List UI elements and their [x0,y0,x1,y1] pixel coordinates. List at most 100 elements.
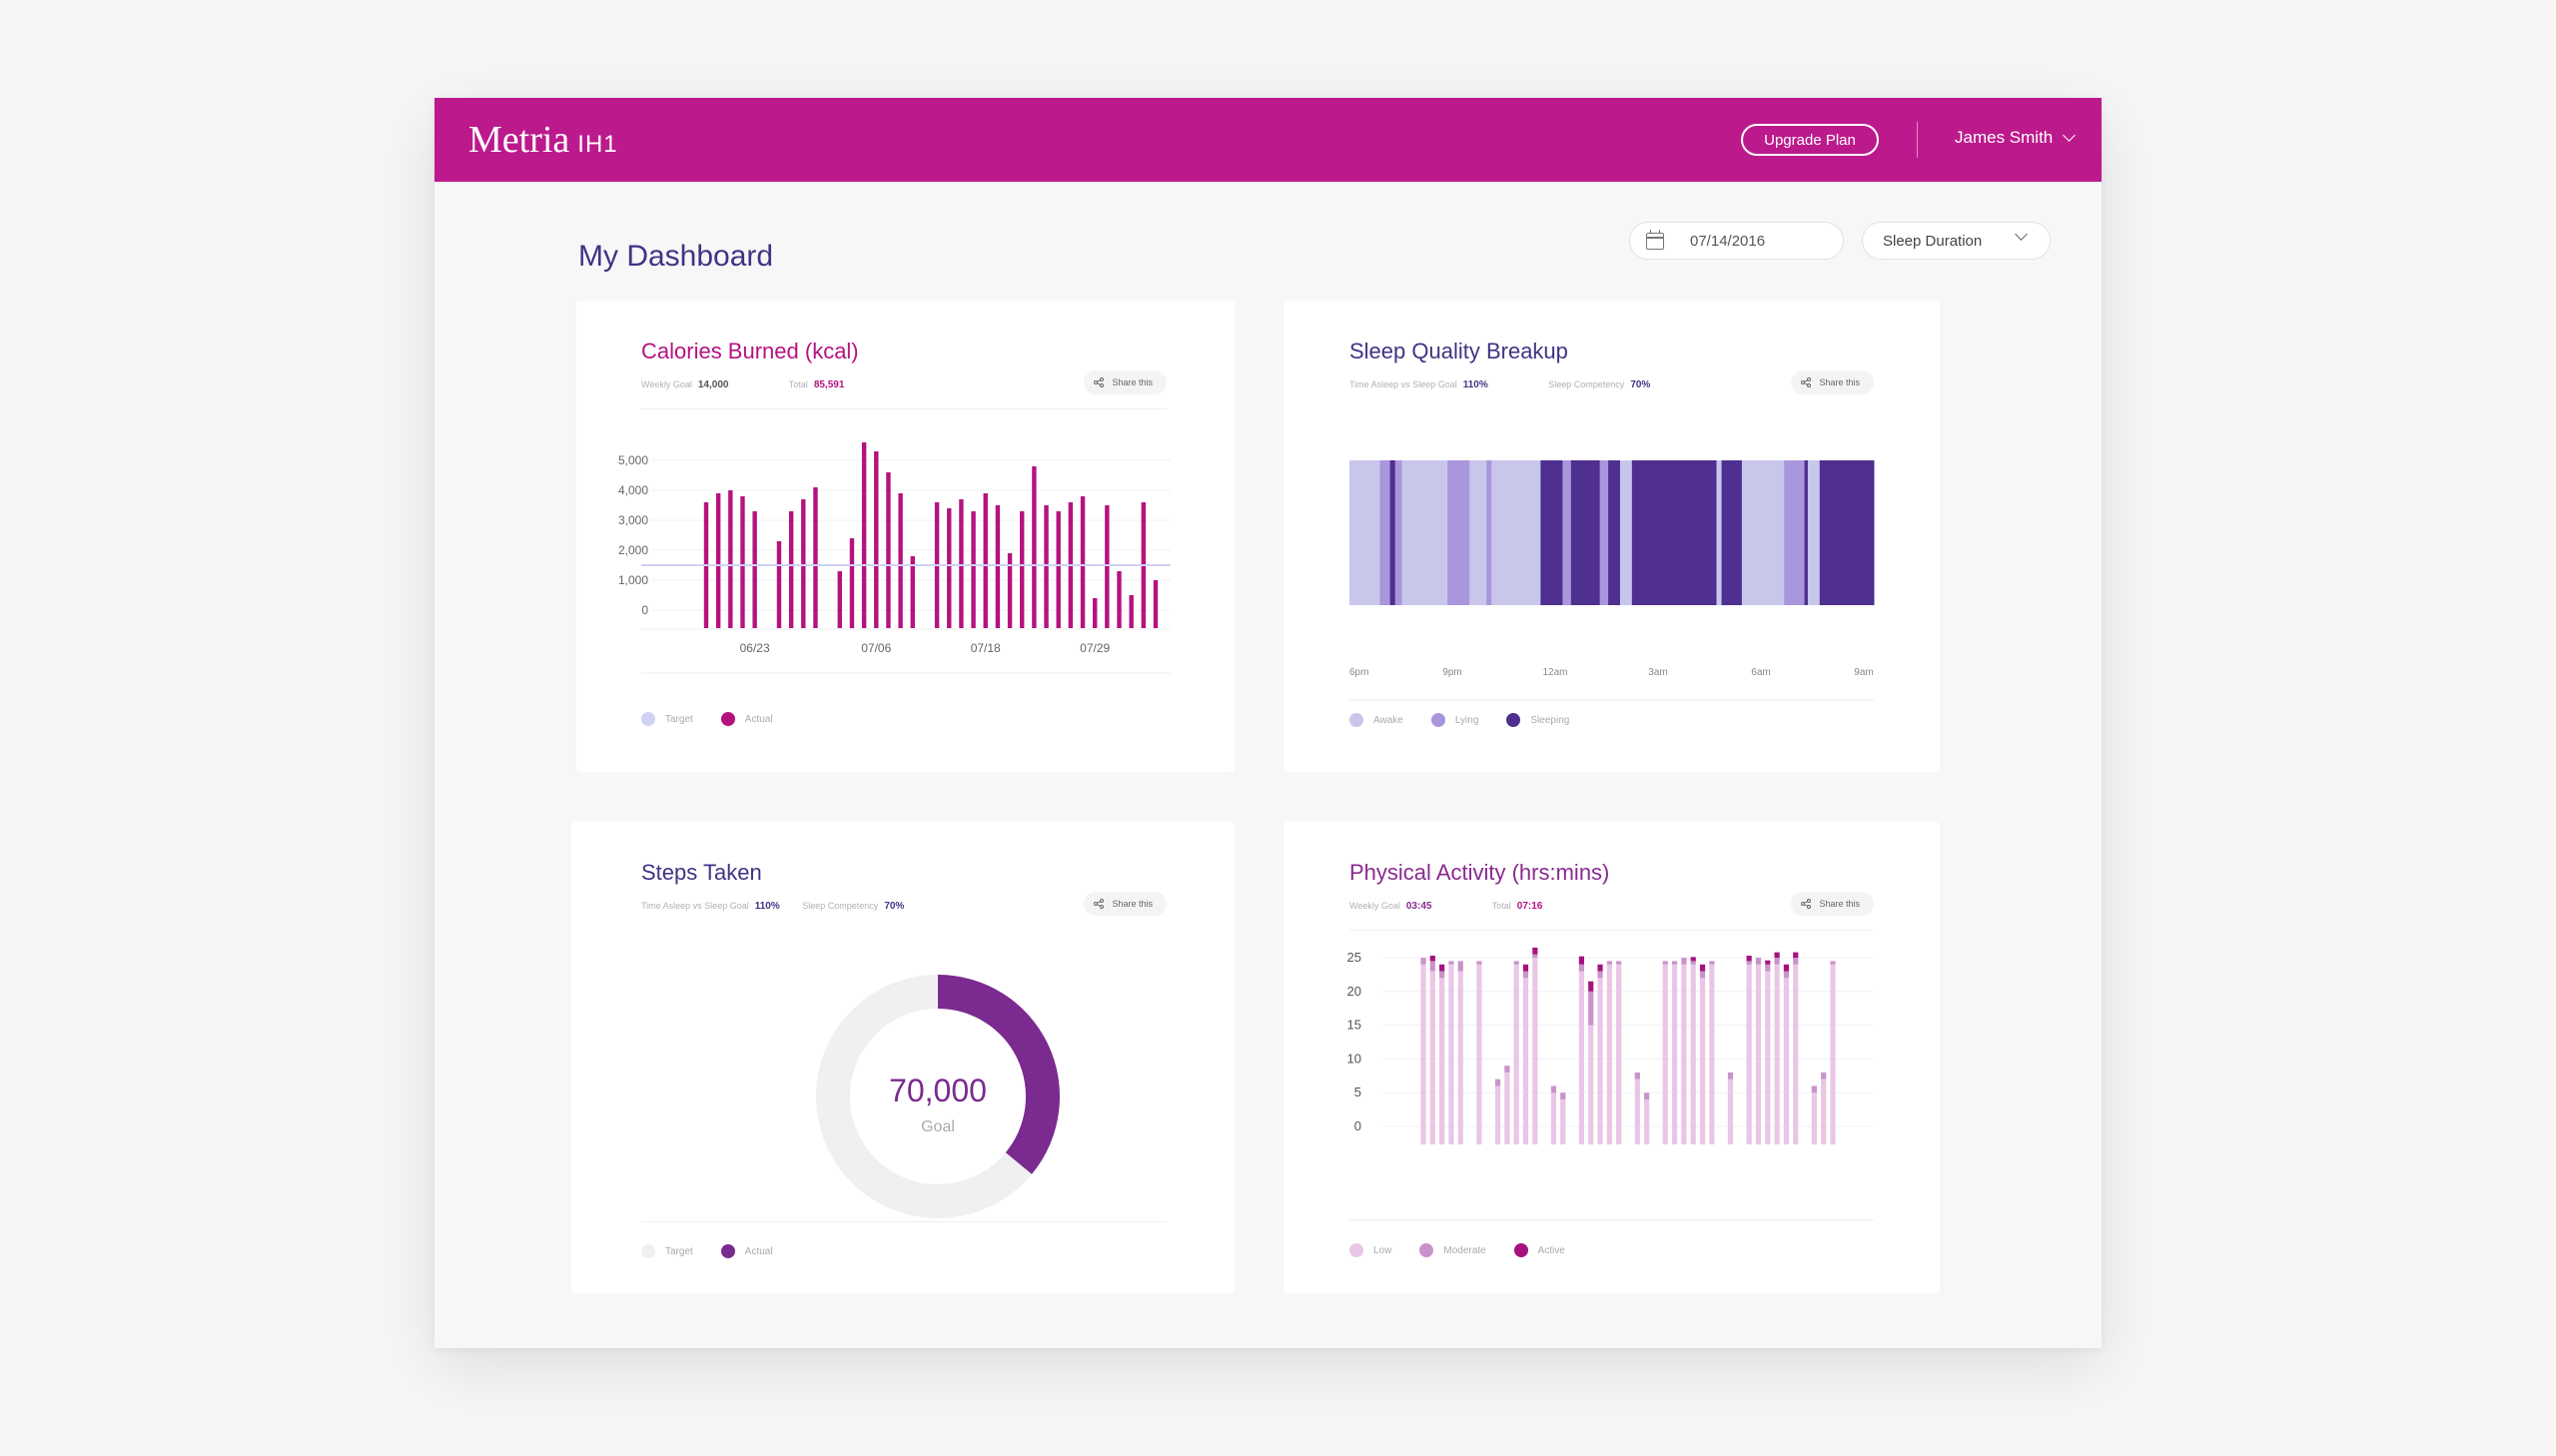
activity-bar-segment [1439,978,1445,1144]
legend-label: Target [665,1245,693,1257]
bar [1044,505,1049,628]
legend-item: Active [1513,1243,1565,1257]
share-label: Share this [1112,377,1153,387]
date-picker[interactable]: 07/14/2016 [1629,222,1844,260]
share-button[interactable]: Share this [1791,370,1874,394]
activity-bar-segment [1513,964,1519,1144]
activity-bar-segment [1616,964,1622,1144]
legend-label: Target [665,713,693,725]
activity-bar-segment [1662,964,1668,1144]
activity-bar-segment [1420,958,1426,965]
chevron-down-icon [2015,228,2028,241]
activity-bar-segment [1457,961,1463,972]
y-tick-label: 3,000 [618,513,648,527]
upgrade-plan-button[interactable]: Upgrade Plan [1741,124,1879,156]
sleep-segment [1491,460,1541,605]
donut-center-label: Goal [921,1118,955,1135]
sleep-segment [1379,460,1391,605]
activity-bar-segment [1550,1092,1557,1144]
user-menu[interactable]: James Smith [1955,128,2077,148]
legend-item: Actual [720,1244,773,1258]
donut-slice [815,975,1033,1218]
activity-bar-segment [1699,971,1706,979]
x-tick-label: 07/18 [971,641,1001,655]
legend-swatch [641,1244,655,1258]
x-tick-label: 9pm [1442,667,1461,678]
metric-select[interactable]: Sleep Duration [1862,222,2051,260]
brand-logo[interactable]: Metria IH1 [468,118,618,162]
activity-bar-segment [1550,1086,1557,1093]
sleep-segment [1394,460,1402,605]
activity-bar-segment [1504,1066,1510,1073]
bar [728,490,733,628]
activity-bar-segment [1671,961,1678,965]
meta-value: 14,000 [697,379,729,390]
activity-bar-segment [1746,964,1752,1144]
activity-bar-segment [1532,958,1538,1144]
activity-bar-segment [1578,971,1585,1144]
activity-bar-segment [1746,955,1752,962]
activity-bar-segment [1420,964,1426,1144]
sleep-segment [1619,460,1633,605]
legend-label: Low [1373,1244,1392,1256]
legend-item: Moderate [1419,1243,1486,1257]
meta-label: Time Asleep vs Sleep Goal [1349,379,1457,389]
activity-bar-segment [1522,971,1529,979]
activity-bar-segment [1811,1086,1817,1093]
activity-bar-segment [1578,964,1585,972]
activity-bar-segment [1513,961,1519,965]
bar [1056,511,1061,628]
activity-bar-segment [1606,961,1612,965]
legend-item: Target [641,1244,693,1258]
legend-label: Actual [744,713,773,725]
activity-bar-segment [1709,961,1715,965]
card-title: Steps Taken [641,860,762,885]
bar [861,442,867,628]
sleep-segment [1540,460,1563,605]
activity-bar-segment [1504,1072,1510,1144]
y-tick-label: 5,000 [618,453,648,467]
x-tick-label: 6pm [1349,667,1368,678]
activity-bar-segment [1532,954,1538,958]
x-tick-label: 07/29 [1080,641,1110,655]
activity-bar-segment [1727,1072,1734,1080]
activity-bar-segment [1532,947,1538,955]
y-tick-label: 20 [1347,984,1361,999]
share-button[interactable]: Share this [1084,892,1167,916]
legend-label: Active [1537,1244,1565,1256]
activity-bar-segment [1681,964,1687,1144]
bar [1032,466,1037,628]
activity-bar-segment [1439,964,1445,972]
activity-bar-segment [1429,955,1435,962]
card-meta: Time Asleep vs Sleep Goal 110% Sleep Comp… [641,901,904,912]
legend-item: Actual [720,712,773,726]
activity-bar-segment [1783,964,1790,972]
bar [849,538,855,628]
bar [1105,505,1110,628]
bar [995,505,1001,628]
y-tick-label: 10 [1347,1051,1361,1066]
activity-bar-segment [1588,981,1594,992]
legend-swatch [720,1244,735,1258]
divider [641,408,1167,409]
activity-bar-segment [1597,978,1603,1144]
activity-bar-segment [1644,1092,1650,1099]
activity-bar-segment [1821,1072,1827,1080]
activity-bar-segment [1690,961,1696,965]
activity-bar-segment [1783,978,1790,1144]
sleep-segment [1486,460,1492,605]
donut-slice [938,975,1060,1174]
sleep-segment [1469,460,1487,605]
activity-bar-segment [1765,960,1771,965]
sleep-segment [1401,460,1448,605]
share-button[interactable]: Share this [1084,370,1167,394]
card-title: Calories Burned (kcal) [641,339,859,364]
sleep-segment [1804,460,1809,605]
meta-value: 110% [1462,379,1488,390]
activity-bar-segment [1755,964,1762,1144]
legend-swatch [1419,1243,1434,1257]
share-label: Share this [1819,377,1860,387]
activity-bar-segment [1634,1079,1640,1144]
share-button[interactable]: Share this [1791,892,1874,916]
sleep-segment [1819,460,1875,605]
